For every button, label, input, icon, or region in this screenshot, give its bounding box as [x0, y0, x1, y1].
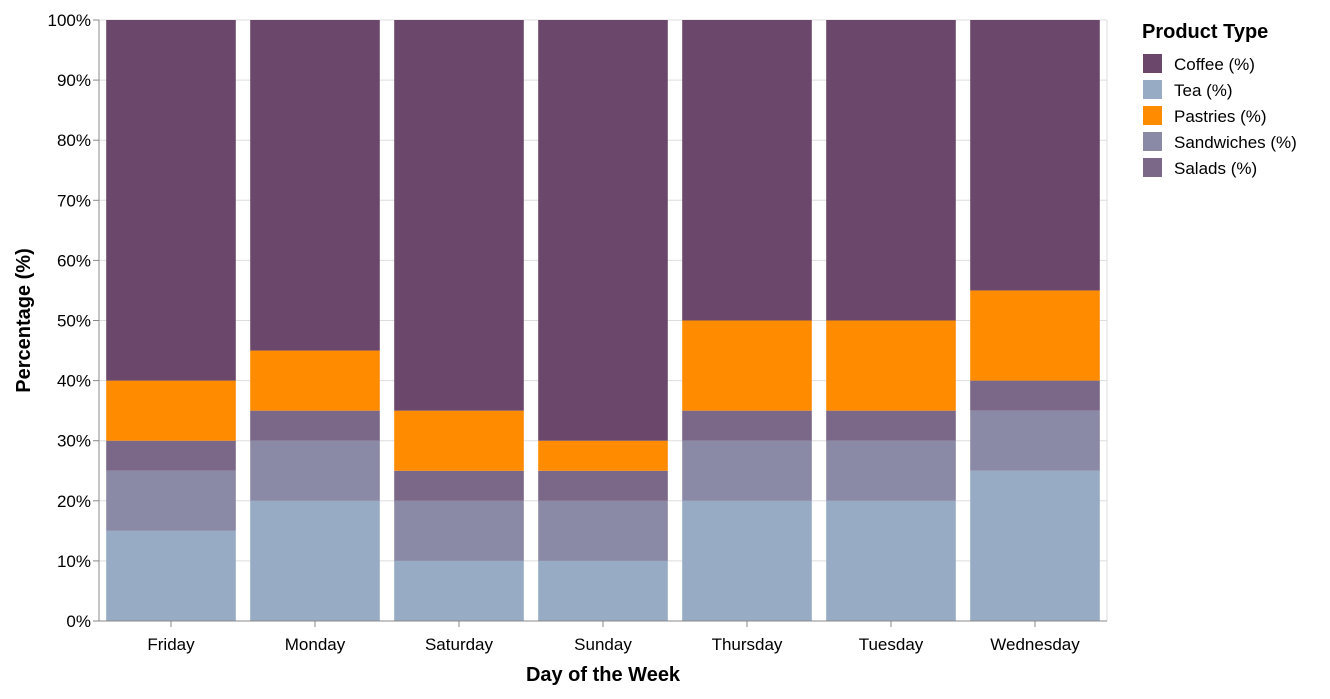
y-tick-label: 60% — [57, 251, 91, 270]
legend-label: Tea (%) — [1174, 81, 1233, 100]
bar-segment-wednesday-salads — [970, 380, 1100, 411]
legend-title: Product Type — [1142, 21, 1268, 43]
x-tick-label: Monday — [285, 635, 346, 654]
bar-segment-wednesday-coffee — [970, 20, 1100, 291]
legend-swatch — [1143, 106, 1162, 125]
bar-segment-friday-sandwiches — [106, 470, 236, 531]
legend-items: Coffee (%) Tea (%) Pastries (%) Sandwiches … — [1143, 54, 1297, 178]
bar-segment-saturday-pastries — [394, 410, 524, 471]
bar-segment-wednesday-pastries — [970, 290, 1100, 381]
bar-segment-sunday-tea — [538, 560, 668, 621]
y-tick-label: 0% — [66, 612, 91, 631]
x-axis-title: Day of the Week — [526, 664, 681, 686]
legend-swatch — [1143, 158, 1162, 177]
y-tick-label: 100% — [48, 11, 91, 30]
bar-segment-tuesday-salads — [826, 410, 956, 441]
legend-label: Salads (%) — [1174, 159, 1257, 178]
bar-segment-sunday-sandwiches — [538, 500, 668, 561]
legend-swatch — [1143, 54, 1162, 73]
bar-segment-saturday-salads — [394, 470, 524, 501]
x-tick-label: Sunday — [574, 635, 632, 654]
bar-segment-thursday-sandwiches — [682, 440, 812, 501]
legend-swatch — [1143, 80, 1162, 99]
y-tick-label: 20% — [57, 492, 91, 511]
bar-segment-tuesday-pastries — [826, 320, 956, 411]
bar-segment-thursday-pastries — [682, 320, 812, 411]
bar-segment-thursday-coffee — [682, 20, 812, 321]
y-tick-label: 30% — [57, 432, 91, 451]
bar-segment-thursday-tea — [682, 500, 812, 621]
bar-segment-sunday-pastries — [538, 440, 668, 471]
bar-segment-tuesday-sandwiches — [826, 440, 956, 501]
x-tick-label: Tuesday — [859, 635, 924, 654]
legend-label: Sandwiches (%) — [1174, 133, 1297, 152]
x-tick-label: Saturday — [425, 635, 494, 654]
bar-segment-monday-coffee — [250, 20, 380, 351]
axes: 0% 10% 20% 30% 40% 50% 60% 70% 80% 90% 100% Friday M… — [48, 11, 1107, 654]
y-tick-label: 90% — [57, 71, 91, 90]
bar-segment-wednesday-sandwiches — [970, 410, 1100, 471]
y-tick-label: 50% — [57, 312, 91, 331]
bar-segment-saturday-tea — [394, 560, 524, 621]
bar-segment-friday-pastries — [106, 380, 236, 441]
y-axis-title: Percentage (%) — [13, 248, 35, 393]
bar-segment-thursday-salads — [682, 410, 812, 441]
y-tick-label: 70% — [57, 191, 91, 210]
bar-segment-friday-salads — [106, 440, 236, 471]
bars — [106, 20, 1100, 621]
bar-segment-saturday-coffee — [394, 20, 524, 411]
x-tick-label: Friday — [147, 635, 195, 654]
legend-label: Pastries (%) — [1174, 107, 1267, 126]
bar-segment-monday-sandwiches — [250, 440, 380, 501]
legend: Product Type Coffee (%) Tea (%) Pastries (… — [1142, 21, 1297, 178]
bar-segment-monday-pastries — [250, 350, 380, 411]
y-tick-label: 80% — [57, 131, 91, 150]
bar-segment-sunday-coffee — [538, 20, 668, 441]
legend-label: Coffee (%) — [1174, 55, 1255, 74]
x-tick-label: Wednesday — [990, 635, 1080, 654]
bar-segment-sunday-salads — [538, 470, 668, 501]
bar-segment-monday-salads — [250, 410, 380, 441]
legend-swatch — [1143, 132, 1162, 151]
bar-segment-saturday-sandwiches — [394, 500, 524, 561]
bar-segment-wednesday-tea — [970, 470, 1100, 621]
y-tick-label: 40% — [57, 372, 91, 391]
y-tick-label: 10% — [57, 552, 91, 571]
bar-segment-tuesday-coffee — [826, 20, 956, 321]
x-tick-label: Thursday — [712, 635, 783, 654]
bar-segment-friday-coffee — [106, 20, 236, 381]
bar-segment-tuesday-tea — [826, 500, 956, 621]
bar-segment-monday-tea — [250, 500, 380, 621]
bar-segment-friday-tea — [106, 530, 236, 621]
